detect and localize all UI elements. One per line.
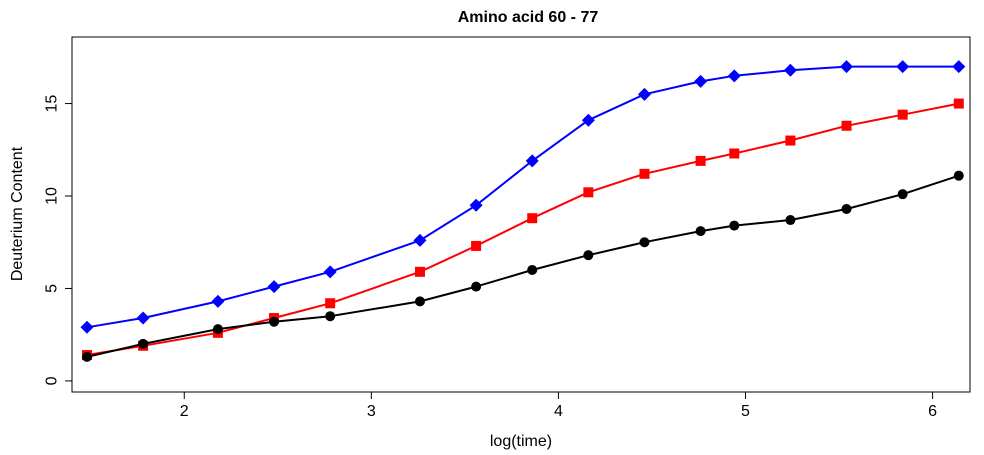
series-line [86, 174, 960, 358]
data-point-square [583, 187, 594, 198]
plot-frame [71, 36, 971, 393]
y-tick-label: 0 [44, 376, 61, 385]
data-point-circle [729, 220, 740, 231]
data-point-square [695, 155, 706, 166]
x-tick-label: 6 [928, 403, 937, 420]
y-axis-label: Deuterium Content [9, 146, 26, 281]
data-point-diamond [896, 60, 910, 74]
series-line [86, 65, 959, 329]
chart-title: Amino acid 60 - 77 [458, 9, 599, 26]
data-point-circle [639, 237, 650, 248]
data-point-circle [841, 203, 852, 214]
data-point-square [841, 120, 852, 131]
data-point-circle [897, 189, 908, 200]
x-tick-label: 3 [367, 403, 376, 420]
x-tick-label: 5 [741, 403, 750, 420]
data-point-square [471, 240, 482, 251]
y-tick-label: 10 [44, 187, 61, 205]
data-point-square [897, 109, 908, 120]
data-point-diamond [267, 280, 281, 294]
series-2 [81, 170, 964, 362]
data-point-diamond [840, 60, 854, 74]
data-point-square [414, 266, 425, 277]
data-point-diamond [952, 60, 966, 74]
data-point-diamond [80, 320, 94, 334]
y-axis: 0 5 10 15 [44, 95, 73, 385]
series-0 [80, 60, 966, 334]
data-point-diamond [581, 113, 595, 127]
data-point-circle [471, 281, 482, 292]
data-point-diamond [637, 87, 651, 101]
data-point-diamond [694, 74, 708, 88]
data-point-circle [138, 338, 149, 349]
data-point-square [953, 98, 964, 109]
data-point-circle [953, 170, 964, 181]
data-point-circle [583, 250, 594, 261]
x-axis-label: log(time) [490, 433, 552, 450]
data-point-diamond [727, 69, 741, 83]
data-point-circle [325, 311, 336, 322]
x-tick-label: 4 [554, 403, 563, 420]
data-point-diamond [323, 265, 337, 279]
data-point-circle [527, 264, 538, 275]
data-point-square [639, 168, 650, 179]
series-layer [80, 60, 966, 362]
data-point-diamond [211, 294, 225, 308]
data-point-diamond [783, 63, 797, 77]
data-point-circle [212, 324, 223, 335]
data-point-circle [81, 351, 92, 362]
data-point-square [729, 148, 740, 159]
data-point-circle [414, 296, 425, 307]
data-point-diamond [525, 154, 539, 168]
data-point-circle [785, 215, 796, 226]
data-point-square [325, 298, 336, 309]
y-tick-label: 15 [44, 95, 61, 113]
data-point-diamond [136, 311, 150, 325]
data-point-diamond [469, 198, 483, 212]
y-tick-label: 5 [44, 284, 61, 293]
series-1 [81, 98, 964, 361]
data-point-circle [269, 316, 280, 327]
x-axis: 2 3 4 5 6 [180, 391, 937, 420]
data-point-circle [695, 226, 706, 237]
data-point-diamond [413, 233, 427, 247]
data-point-square [527, 213, 538, 224]
data-point-square [785, 135, 796, 146]
x-tick-label: 2 [180, 403, 189, 420]
series-line [86, 102, 959, 356]
